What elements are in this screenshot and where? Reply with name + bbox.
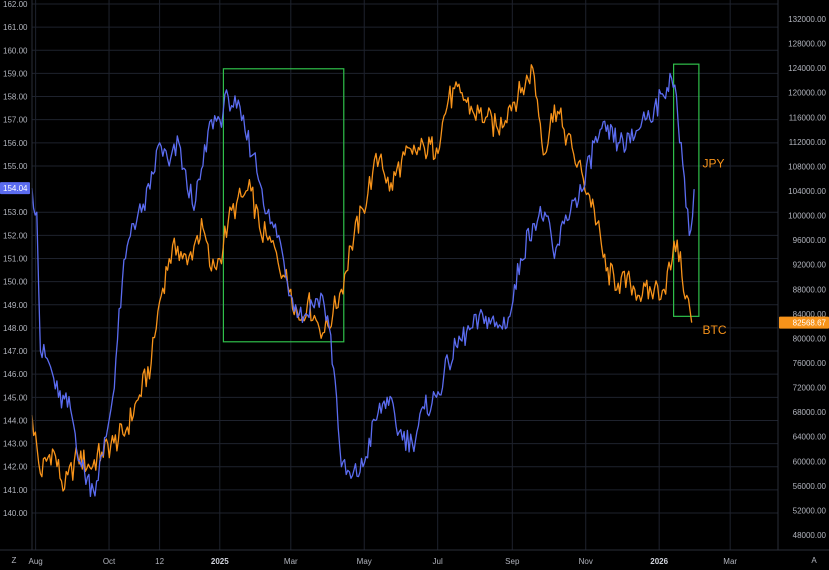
x-tick-label: Oct	[103, 557, 116, 566]
x-tick-label: Sep	[505, 557, 520, 566]
x-tick-label: 2026	[650, 557, 668, 566]
right-axis-tick-label: 128000.00	[788, 40, 826, 49]
right-axis-tick-label: 68000.00	[793, 408, 827, 417]
right-axis-tick-label: 80000.00	[793, 334, 827, 343]
left-axis-tick-label: 145.00	[3, 393, 28, 402]
jpy-last-price-text: 82568.67	[793, 319, 827, 328]
right-axis-tick-label: 72000.00	[793, 384, 827, 393]
right-axis-tick-label: 64000.00	[793, 433, 827, 442]
series-line-btc[interactable]	[31, 72, 695, 498]
right-axis-tick-label: 84000.00	[793, 310, 827, 319]
x-tick-label: Mar	[723, 557, 737, 566]
highlight-box[interactable]	[673, 63, 700, 317]
left-axis-tick-label: 155.00	[3, 162, 28, 171]
series-line-jpy[interactable]	[31, 64, 693, 492]
right-axis-tick-label: 132000.00	[788, 15, 826, 24]
right-axis-tick-label: 56000.00	[793, 482, 827, 491]
series-lines	[31, 64, 695, 498]
right-axis-tick-label: 112000.00	[789, 138, 827, 147]
right-axis-tick-label: 124000.00	[788, 64, 826, 73]
right-axis-tick-label: 100000.00	[788, 212, 826, 221]
left-axis-tick-label: 143.00	[3, 440, 28, 449]
jpy-last-price-tag	[779, 316, 829, 329]
left-axis-tick-label: 159.00	[3, 69, 28, 78]
left-axis-tick-label: 140.00	[3, 509, 28, 518]
left-axis-tick-label: 161.00	[3, 23, 28, 32]
corner-left-icon[interactable]: Z	[12, 556, 17, 565]
series-label-jpy: JPY	[702, 157, 724, 171]
right-axis-tick-label: 76000.00	[793, 359, 827, 368]
x-tick-label: 2025	[211, 557, 229, 566]
left-axis-tick-label: 152.00	[3, 231, 28, 240]
left-axis-tick-label: 148.00	[3, 324, 28, 333]
auto-scale-button[interactable]: A	[811, 556, 817, 565]
btc-last-price-tag	[0, 182, 30, 195]
left-axis-tick-label: 153.00	[3, 208, 28, 217]
highlight-boxes	[222, 63, 700, 343]
right-axis-tick-label: 60000.00	[793, 457, 827, 466]
right-axis-tick-label: 104000.00	[788, 187, 826, 196]
btc-last-price-text: 154.04	[3, 184, 28, 193]
left-axis-tick-label: 160.00	[3, 46, 28, 55]
right-axis-tick-label: 52000.00	[793, 506, 827, 515]
x-tick-label: Jul	[433, 557, 443, 566]
left-axis-tick-label: 157.00	[3, 116, 28, 125]
right-axis-tick-label: 116000.00	[789, 113, 827, 122]
left-axis-tick-label: 146.00	[3, 370, 28, 379]
left-axis-tick-label: 150.00	[3, 278, 28, 287]
left-axis-tick-label: 158.00	[3, 93, 28, 102]
series-labels: JPY BTC	[702, 157, 726, 338]
grid-layer	[32, 0, 778, 550]
x-tick-label: May	[357, 557, 372, 566]
right-axis-tick-label: 92000.00	[793, 261, 827, 270]
x-tick-label: Nov	[579, 557, 593, 566]
left-axis-tick-label: 141.00	[3, 486, 28, 495]
left-axis-tick-label: 151.00	[3, 255, 28, 264]
right-axis-tick-label: 88000.00	[793, 285, 827, 294]
left-axis-tick-label: 156.00	[3, 139, 28, 148]
left-axis-tick-label: 149.00	[3, 301, 28, 310]
highlight-box[interactable]	[222, 68, 345, 343]
right-axis-tick-label: 48000.00	[793, 531, 827, 540]
right-axis-tick-label: 96000.00	[793, 236, 827, 245]
right-axis-tick-label: 108000.00	[788, 162, 826, 171]
left-axis-tick-label: 147.00	[3, 347, 28, 356]
left-axis-tick-label: 144.00	[3, 416, 28, 425]
right-axis-tick-label: 120000.00	[788, 89, 826, 98]
series-label-btc: BTC	[702, 323, 726, 337]
x-tick-label: 12	[155, 557, 164, 566]
left-axis-tick-label: 162.00	[3, 0, 28, 9]
price-tags: 154.04 82568.67	[0, 182, 829, 329]
left-axis-tick-label: 142.00	[3, 463, 28, 472]
x-tick-label: Aug	[28, 557, 42, 566]
x-tick-label: Mar	[284, 557, 298, 566]
